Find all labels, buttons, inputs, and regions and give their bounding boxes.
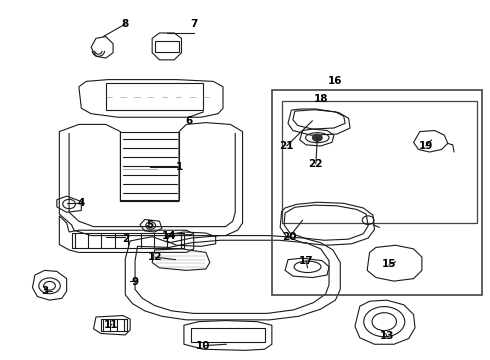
Text: 8: 8 (122, 19, 129, 29)
Text: 3: 3 (41, 286, 49, 296)
Text: 1: 1 (175, 162, 183, 172)
Text: 6: 6 (185, 116, 193, 126)
Text: 14: 14 (162, 231, 176, 240)
Text: 21: 21 (279, 141, 294, 151)
Circle shape (313, 134, 322, 141)
Text: 4: 4 (77, 198, 85, 208)
Text: 12: 12 (147, 252, 162, 262)
Text: 16: 16 (328, 76, 343, 86)
Text: 15: 15 (382, 259, 396, 269)
Text: 5: 5 (146, 220, 153, 230)
Text: 17: 17 (299, 256, 314, 266)
Text: 22: 22 (309, 159, 323, 169)
Bar (282, 101, 477, 223)
Text: 19: 19 (418, 141, 433, 151)
Text: 7: 7 (190, 19, 197, 29)
Text: 2: 2 (122, 234, 129, 244)
Bar (272, 90, 482, 295)
Text: 9: 9 (131, 277, 139, 287)
Text: 13: 13 (379, 331, 394, 341)
Text: 10: 10 (196, 341, 211, 351)
Text: 11: 11 (103, 320, 118, 330)
Text: 20: 20 (282, 232, 296, 242)
Text: 18: 18 (314, 94, 328, 104)
